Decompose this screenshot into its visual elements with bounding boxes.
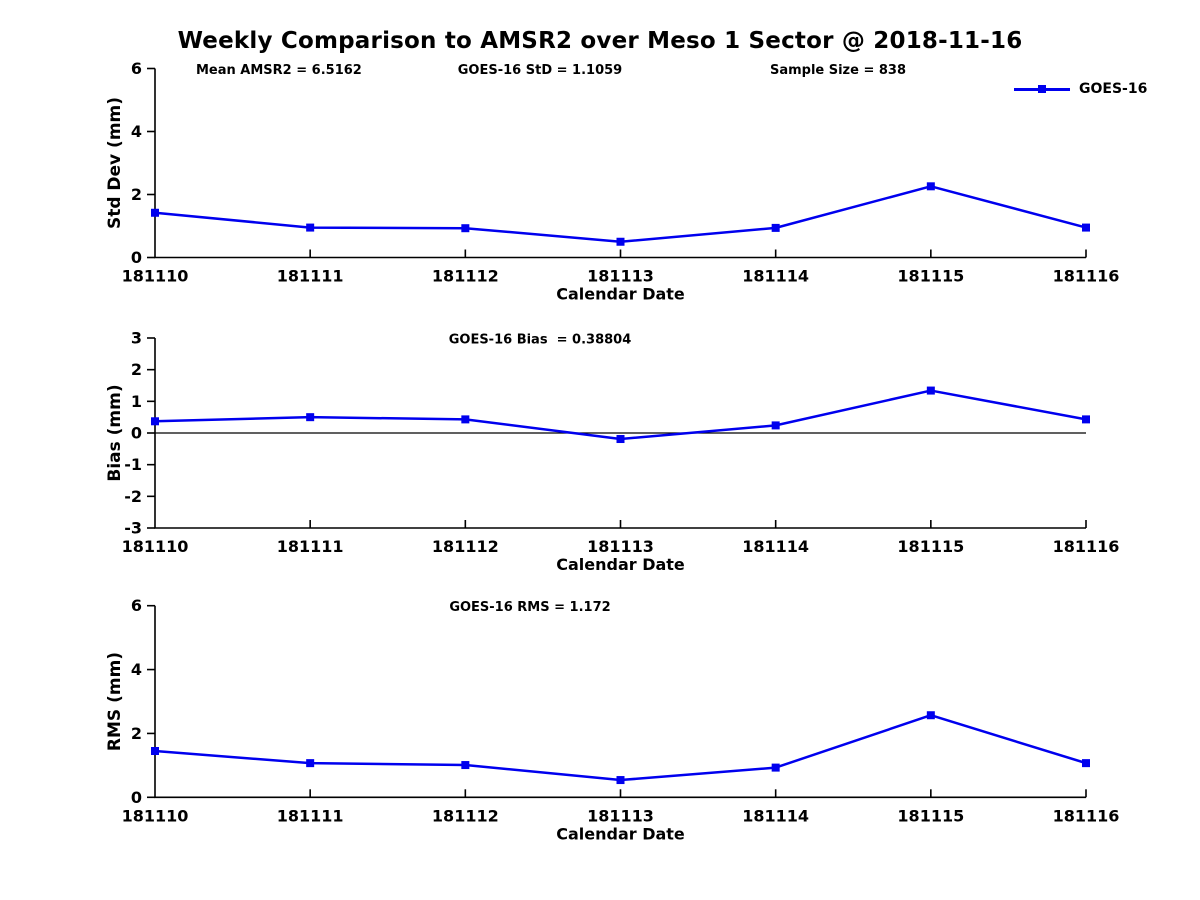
y-tick-label: 3 (131, 329, 142, 348)
y-tick-label: 4 (131, 122, 142, 141)
y-axis-label: RMS (mm) (105, 652, 125, 751)
x-tick-label: 181113 (587, 267, 654, 286)
annotation: Sample Size = 838 (770, 63, 906, 78)
y-tick-label: 6 (131, 596, 142, 615)
x-tick-label: 181113 (587, 537, 654, 556)
data-point (151, 208, 159, 217)
data-line-goes-16 (154, 713, 1087, 782)
x-tick-label: 181113 (587, 806, 654, 825)
y-tick-label: 4 (131, 660, 142, 679)
y-tick-label: 6 (131, 59, 142, 78)
x-tick-label: 181111 (277, 537, 344, 556)
legend-label: GOES-16 (1079, 81, 1148, 97)
data-point (616, 237, 625, 246)
data-line-goes-16 (154, 185, 1087, 243)
legend: GOES-16 (1014, 81, 1147, 97)
x-tick-label: 181114 (742, 267, 809, 286)
data-point (926, 182, 935, 191)
y-tick-label: -2 (124, 487, 142, 506)
x-axis-label: Calendar Date (556, 285, 685, 304)
data-point (926, 386, 935, 395)
x-tick-label: 181115 (897, 267, 964, 286)
data-line-goes-16 (154, 389, 1087, 441)
x-tick-label: 181116 (1053, 267, 1120, 286)
x-tick-label: 181112 (432, 267, 499, 286)
y-tick-label: 2 (131, 360, 142, 379)
x-tick-label: 181110 (122, 537, 189, 556)
y-tick-label: 1 (131, 392, 142, 411)
y-tick-label: 2 (131, 724, 142, 743)
data-point (306, 413, 315, 422)
data-point (771, 421, 780, 430)
data-point (1082, 223, 1090, 232)
x-tick-label: 181116 (1053, 806, 1120, 825)
data-point (616, 435, 625, 444)
data-point (771, 223, 780, 232)
y-tick-label: 0 (131, 424, 142, 443)
annotation: GOES-16 StD = 1.1059 (458, 63, 622, 78)
y-axis-label: Bias (mm) (105, 384, 125, 481)
annotation: GOES-16 Bias = 0.38804 (449, 333, 632, 348)
subplot-std-dev: 0 2 4 6 181110 181111 181112 181113 181114 181115… (105, 59, 1119, 304)
x-tick-label: 181110 (122, 267, 189, 286)
y-tick-label: -3 (124, 519, 142, 538)
data-point (461, 415, 470, 424)
x-tick-label: 181115 (897, 537, 964, 556)
x-tick-label: 181112 (432, 806, 499, 825)
x-tick-label: 181114 (742, 537, 809, 556)
chart-title: Weekly Comparison to AMSR2 over Meso 1 S… (177, 28, 1023, 54)
data-point (306, 223, 315, 232)
data-point (771, 763, 780, 772)
x-tick-label: 181114 (742, 806, 809, 825)
axis-frame (154, 605, 1086, 799)
data-point (1082, 759, 1090, 768)
data-point (926, 711, 935, 720)
x-tick-label: 181110 (122, 806, 189, 825)
x-tick-label: 181111 (277, 267, 344, 286)
y-axis-label: Std Dev (mm) (105, 97, 125, 229)
data-point (151, 417, 159, 426)
data-point (461, 761, 470, 770)
data-point (461, 224, 470, 233)
annotation: GOES-16 RMS = 1.172 (449, 600, 610, 615)
y-tick-label: 0 (131, 248, 142, 267)
subplot-bias: -3 -2 -1 0 1 2 3 181110 181111 181112 181113 181114… (105, 329, 1119, 575)
x-tick-label: 181115 (897, 806, 964, 825)
y-tick-label: -1 (124, 455, 142, 474)
y-tick-label: 2 (131, 185, 142, 204)
legend-line-sample (1014, 84, 1070, 94)
data-point (616, 776, 625, 785)
subplot-rms: 0 2 4 6 181110 181111 181112 181113 181114 181115… (105, 596, 1119, 843)
y-tick-label: 0 (131, 788, 142, 807)
x-axis-label: Calendar Date (556, 824, 685, 843)
data-point (306, 759, 315, 768)
data-point (1082, 415, 1090, 424)
x-axis-label: Calendar Date (556, 555, 685, 574)
x-tick-label: 181111 (277, 806, 344, 825)
legend-marker-icon (1038, 85, 1046, 93)
x-tick-label: 181116 (1053, 537, 1120, 556)
annotation: Mean AMSR2 = 6.5162 (196, 63, 362, 78)
x-tick-label: 181112 (432, 537, 499, 556)
data-point (151, 746, 159, 755)
axis-frame (154, 68, 1086, 259)
